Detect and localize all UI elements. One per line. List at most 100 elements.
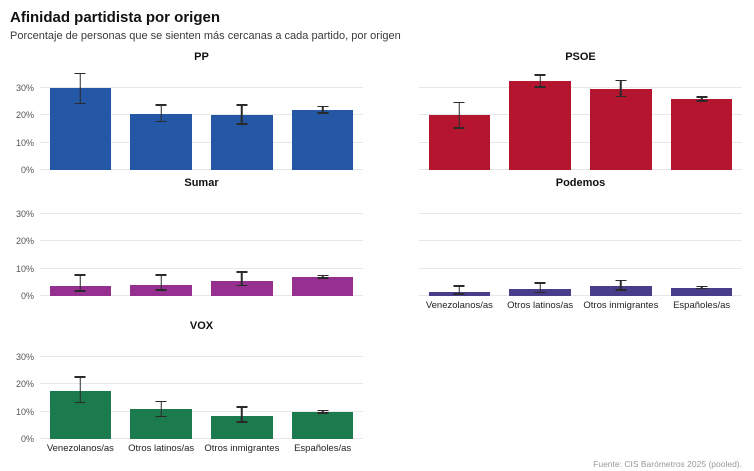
error-bar-line [79,72,82,105]
error-bar-line [321,105,324,114]
gridline [40,212,363,214]
y-axis [389,66,419,170]
bar-psoe-2 [590,89,652,170]
plot-area-psoe [419,66,742,170]
source-note: Fuente: CIS Barómetros 2025 (pooled). [593,459,742,469]
panel-vox: VOX 0% 10% 20% 30% Venezolanos/as Otros latino… [10,320,363,456]
bar-slot [121,335,202,439]
bar-slot [500,192,581,296]
panel-psoe: PSOE [389,51,742,170]
error-bar-line [160,274,162,291]
gridline [40,141,363,143]
error-bar-line [241,406,243,423]
error-bar [317,409,329,414]
y-axis: 0% 10% 20% 30% [10,66,40,175]
error-bar [453,285,465,295]
axis-gutter [10,51,40,66]
facet-grid: PP 0% 10% 20% 30% PSOE Sumar 0% 10% 20% 30% Podemos… [10,51,742,456]
error-bar-cap-bottom [155,415,167,418]
y-tick-label: 30% [15,82,34,93]
y-axis: 0% 10% 20% 30% [10,335,40,444]
y-axis: 0% 10% 20% 30% [10,192,40,301]
bar-vox-2 [211,415,273,439]
y-tick-label: 0% [20,165,34,175]
gridline [40,169,363,170]
y-tick-label: 20% [15,110,34,121]
error-bar [534,74,546,88]
panel-title-pp: PP [194,51,209,63]
plot-area-sumar [40,192,363,296]
error-bar-cap-bottom [74,290,86,292]
gridline [40,410,363,412]
error-bar-line [241,104,243,125]
y-tick-label: 10% [15,406,34,417]
gridline [40,114,363,116]
gridline [419,86,742,88]
error-bar-cap-bottom [453,127,465,129]
bar-slot [661,66,742,170]
panel-body: 0% 10% 20% 30% [10,192,363,301]
error-bar [534,282,546,294]
bar-slot [282,66,363,170]
error-bar-line [241,271,243,287]
error-bar-cap-bottom [236,123,248,125]
error-bar [317,105,329,114]
panel-body [389,192,742,296]
gridline [40,438,363,439]
gridline [419,295,742,296]
bar-slot [661,192,742,296]
panel-title-vox: VOX [189,320,214,332]
panel-title-sumar: Sumar [184,177,219,189]
error-bar-cap-bottom [615,95,627,98]
error-bar-line [700,285,703,290]
y-tick-label: 10% [15,263,34,274]
bar-sumar-1 [130,285,192,296]
panel-title-row: VOX [10,320,363,335]
y-tick-label: 20% [15,379,34,390]
error-bar-line [458,285,461,295]
plot-area-podemos [419,192,742,296]
x-tick-label: Venezolanos/as [425,300,493,311]
error-bar-cap-bottom [155,120,167,123]
error-bar-cap-bottom [534,291,546,294]
x-tick-label: Otros inmigrantes [204,443,280,454]
error-bar-cap-bottom [317,412,329,414]
bar-sumar-2 [211,280,273,296]
bar-slot [500,66,581,170]
error-bar-cap-bottom [74,401,86,404]
panel-title-row: Sumar [10,177,363,192]
error-bar [155,274,167,291]
bar-slot [121,66,202,170]
axis-gutter [10,320,40,335]
error-bar [696,96,708,102]
bar-vox-3 [291,411,354,439]
axis-gutter [389,51,419,66]
bar-slot [202,66,283,170]
error-bar-cap-bottom [155,289,167,291]
error-bar-cap-bottom [317,277,329,279]
error-bar-cap-bottom [74,102,86,105]
x-tick-label: Venezolanos/as [46,443,114,454]
x-axis: Venezolanos/as Otros latinos/as Otros inmi… [389,296,742,313]
error-bar-line [321,409,324,414]
error-bar [236,406,248,423]
bar-psoe-1 [509,81,571,170]
error-bar-line [620,79,622,98]
axis-gutter [389,296,419,313]
error-bar-line [321,274,324,279]
error-bar-cap-bottom [696,100,708,102]
error-bar [615,279,627,291]
error-bar-cap-bottom [534,86,546,88]
bar-pp-1 [130,113,192,170]
error-bar-line [79,274,82,292]
bar-pp-3 [291,109,354,170]
bar-slot [40,335,121,439]
gridline [40,355,363,357]
gridline [40,86,363,88]
bar-slot [581,192,662,296]
error-bar-cap-bottom [236,284,248,287]
error-bar [236,271,248,287]
bar-slot [282,335,363,439]
error-bar-line [539,74,541,88]
plot-area-pp [40,66,363,170]
